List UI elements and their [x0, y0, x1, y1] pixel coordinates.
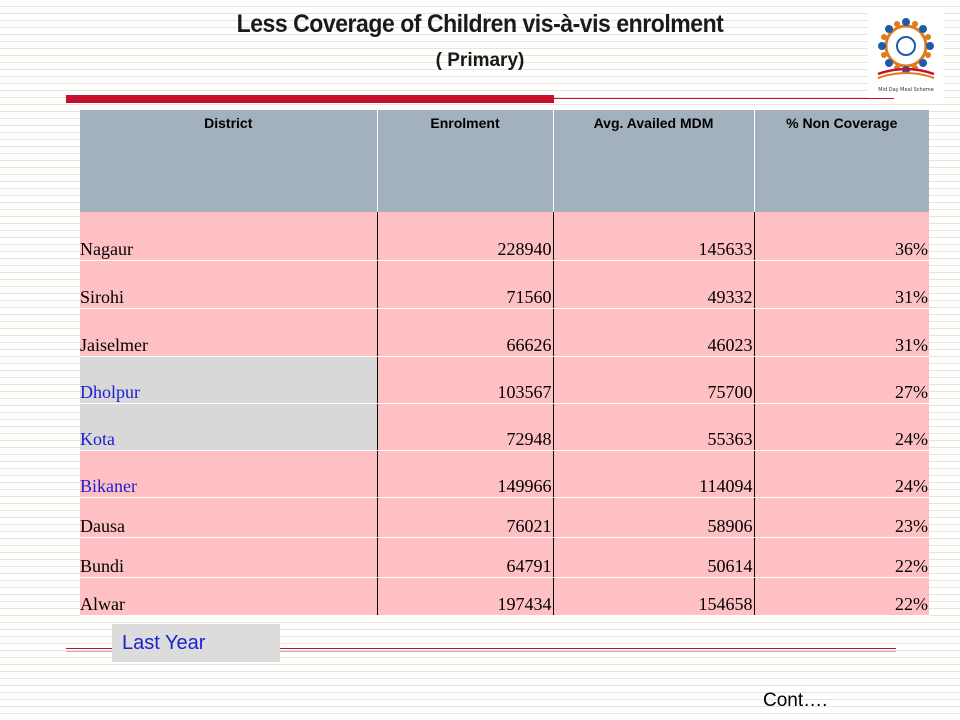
table-row: Sirohi 71560 49332 31% — [80, 260, 929, 309]
page-title: Less Coverage of Children vis-à-vis enro… — [236, 10, 724, 38]
cell-enrolment: 76021 — [376, 497, 553, 538]
cell-district: Kota — [80, 403, 377, 451]
cell-district: Jaiselmer — [80, 308, 377, 357]
cell-availed: 49332 — [552, 260, 754, 309]
cell-district: Bikaner — [80, 450, 377, 498]
table-row: Bundi 64791 50614 22% — [80, 537, 929, 578]
logo-emblem-icon — [877, 18, 935, 79]
table-row: Jaiselmer 66626 46023 31% — [80, 308, 929, 357]
cell-non-coverage: 22% — [753, 577, 929, 616]
cell-availed: 154658 — [552, 577, 754, 616]
title-underline-line — [554, 98, 894, 99]
column-header-avg-availed-mdm: Avg. Availed MDM — [552, 110, 754, 212]
cell-enrolment: 149966 — [376, 450, 553, 498]
column-header-non-coverage: % Non Coverage — [753, 110, 929, 212]
footer-rule-right-2 — [280, 651, 896, 652]
cell-enrolment: 228940 — [376, 212, 553, 261]
table-row: Nagaur 228940 145633 36% — [80, 212, 929, 261]
cell-non-coverage: 31% — [753, 308, 929, 357]
cell-enrolment: 103567 — [376, 356, 553, 404]
cell-availed: 114094 — [552, 450, 754, 498]
cell-non-coverage: 24% — [753, 450, 929, 498]
footer-rule-right — [280, 648, 896, 649]
title-underline-bar — [66, 95, 554, 103]
cell-district: Sirohi — [80, 260, 377, 309]
cell-enrolment: 64791 — [376, 537, 553, 578]
table-row: Dausa 76021 58906 23% — [80, 497, 929, 538]
cell-availed: 58906 — [552, 497, 754, 538]
table-header-row: District Enrolment Avg. Availed MDM % No… — [80, 110, 929, 212]
cell-non-coverage: 27% — [753, 356, 929, 404]
cell-availed: 75700 — [552, 356, 754, 404]
cell-non-coverage: 23% — [753, 497, 929, 538]
cell-availed: 50614 — [552, 537, 754, 578]
mid-day-meal-logo: Mid Day Meal Scheme — [868, 12, 944, 98]
column-header-district: District — [80, 110, 377, 212]
cell-enrolment: 72948 — [376, 403, 553, 451]
table-row: Kota 72948 55363 24% — [80, 403, 929, 451]
footer-rule-left — [66, 648, 112, 649]
cell-district: Nagaur — [80, 212, 377, 261]
footer-rule-left-2 — [66, 651, 112, 652]
cell-enrolment: 66626 — [376, 308, 553, 357]
page-subtitle: ( Primary) — [435, 50, 525, 71]
cell-non-coverage: 31% — [753, 260, 929, 309]
cell-availed: 145633 — [552, 212, 754, 261]
cell-availed: 55363 — [552, 403, 754, 451]
cell-enrolment: 197434 — [376, 577, 553, 616]
cell-non-coverage: 22% — [753, 537, 929, 578]
logo-caption: Mid Day Meal Scheme — [878, 87, 934, 93]
cell-district: Dholpur — [80, 356, 377, 404]
cell-district: Alwar — [80, 577, 377, 616]
continued-label: Cont…. — [763, 690, 828, 711]
table-row: Alwar 197434 154658 22% — [80, 577, 929, 616]
column-header-enrolment: Enrolment — [376, 110, 553, 212]
last-year-label: Last Year — [112, 624, 280, 662]
table-row: Bikaner 149966 114094 24% — [80, 450, 929, 498]
cell-district: Bundi — [80, 537, 377, 578]
cell-district: Dausa — [80, 497, 377, 538]
cell-availed: 46023 — [552, 308, 754, 357]
coverage-table: District Enrolment Avg. Availed MDM % No… — [80, 110, 929, 616]
table-row: Dholpur 103567 75700 27% — [80, 356, 929, 404]
cell-non-coverage: 36% — [753, 212, 929, 261]
cell-enrolment: 71560 — [376, 260, 553, 309]
cell-non-coverage: 24% — [753, 403, 929, 451]
